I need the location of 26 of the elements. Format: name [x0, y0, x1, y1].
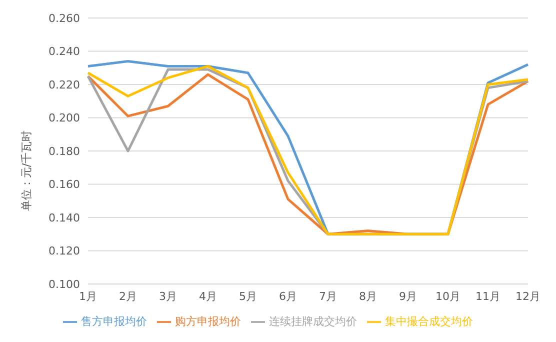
x-tick-label: 10月 — [436, 290, 460, 303]
x-tick-label: 4月 — [199, 290, 217, 303]
y-tick-label: 0.120 — [48, 244, 80, 258]
x-tick-label: 12月 — [516, 290, 540, 303]
x-tick-label: 3月 — [159, 290, 177, 303]
legend-label: 连续挂牌成交均价 — [269, 315, 357, 328]
y-tick-label: 0.180 — [48, 144, 80, 158]
x-tick-label: 8月 — [359, 290, 377, 303]
y-axis-title: 单位：元/千瓦时 — [20, 130, 33, 211]
x-tick-label: 2月 — [119, 290, 137, 303]
x-tick-label: 6月 — [279, 290, 297, 303]
x-tick-label: 11月 — [476, 290, 500, 303]
x-tick-label: 5月 — [239, 290, 257, 303]
legend-label: 售方申报均价 — [81, 315, 147, 328]
legend-label: 集中撮合成交均价 — [385, 315, 473, 328]
x-tick-label: 9月 — [399, 290, 417, 303]
y-tick-label: 0.160 — [48, 178, 80, 192]
y-tick-label: 0.240 — [48, 45, 80, 58]
y-tick-label: 0.260 — [48, 12, 80, 25]
x-tick-label: 1月 — [79, 290, 97, 303]
x-tick-label: 7月 — [319, 290, 337, 303]
legend-label: 购方申报均价 — [175, 315, 241, 328]
y-tick-label: 0.200 — [48, 112, 80, 125]
y-tick-label: 0.220 — [48, 78, 80, 92]
y-tick-label: 0.100 — [48, 278, 80, 291]
y-tick-label: 0.140 — [48, 211, 80, 224]
